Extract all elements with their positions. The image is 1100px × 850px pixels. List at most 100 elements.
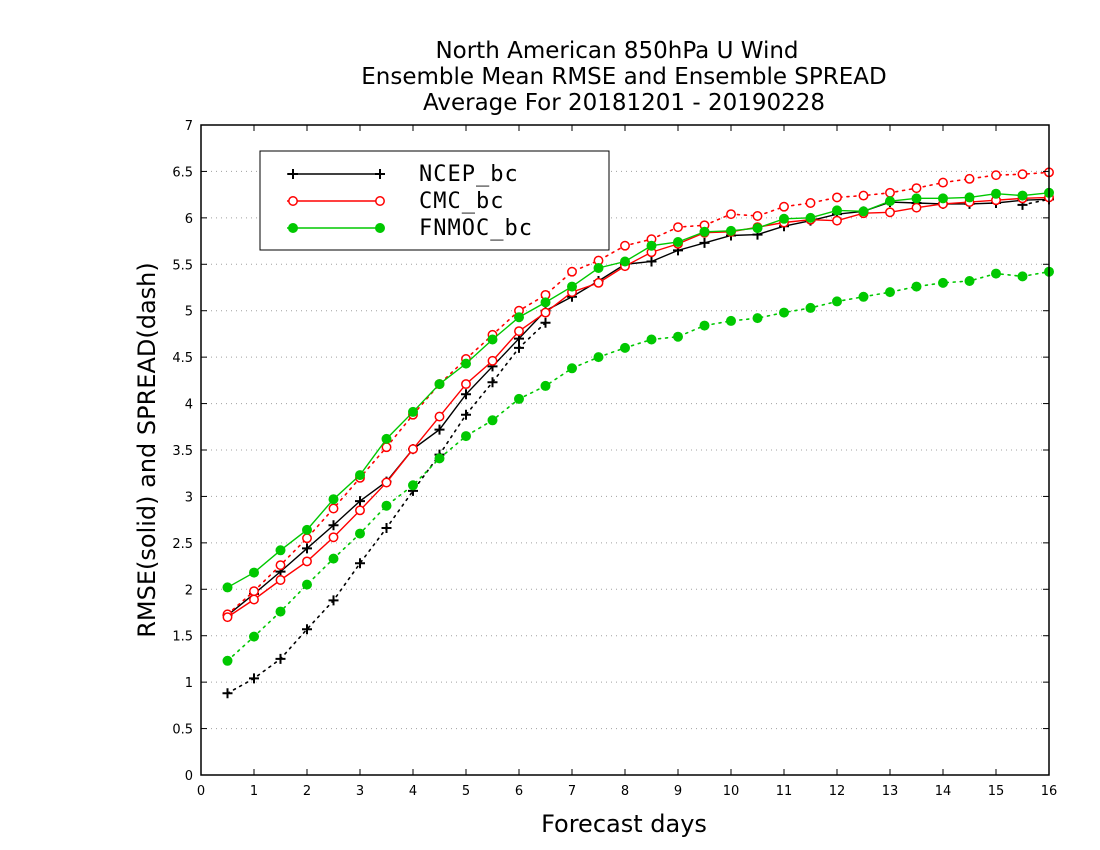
rmse-point <box>726 225 736 236</box>
x-tick-label: 8 <box>621 784 629 799</box>
rmse-point <box>249 567 259 578</box>
rmse-point <box>752 223 763 234</box>
spread-point <box>249 673 259 684</box>
rmse-point <box>275 575 286 585</box>
series-ncep-bc <box>222 194 1054 699</box>
spread-point <box>461 409 471 420</box>
spread-point <box>858 291 869 302</box>
rmse-point <box>593 277 604 288</box>
x-tick-label: 9 <box>674 784 682 799</box>
spread-point <box>805 198 816 208</box>
spread-point <box>885 287 895 298</box>
rmse-point <box>885 196 895 207</box>
spread-point <box>858 190 869 201</box>
spread-point <box>938 277 948 288</box>
spread-point <box>752 211 763 221</box>
spread-point <box>487 415 498 426</box>
y-tick-label: 3 <box>185 490 193 505</box>
rmse-point <box>646 240 657 251</box>
rmse-point <box>964 192 975 203</box>
spread-point <box>673 331 683 342</box>
rmse-point <box>434 411 445 422</box>
spread-point <box>249 586 259 597</box>
spread-point <box>593 352 604 363</box>
x-tick-label: 15 <box>988 784 1005 799</box>
title-line-3: Average For 20181201 - 20190228 <box>423 90 825 116</box>
x-tick-label: 7 <box>568 784 576 799</box>
spread-point <box>620 342 630 353</box>
rmse-point <box>355 505 365 516</box>
spread-point <box>832 296 842 307</box>
rmse-point <box>434 424 445 435</box>
spread-point <box>567 363 577 374</box>
spread-point <box>620 240 630 251</box>
y-tick-label: 5.5 <box>172 258 193 273</box>
spread-point <box>885 187 895 198</box>
x-tick-label: 13 <box>882 784 899 799</box>
y-tick-label: 4 <box>185 398 193 413</box>
rmse-point <box>514 326 524 337</box>
legend-marker <box>288 196 298 206</box>
spread-point <box>646 334 657 345</box>
y-tick-label: 1 <box>185 676 193 691</box>
rmse-point <box>408 444 418 455</box>
rmse-point <box>328 532 339 543</box>
rmse-point <box>832 215 842 226</box>
rmse-point <box>540 307 551 318</box>
spread-point <box>1017 169 1028 180</box>
spread-point <box>964 173 975 184</box>
rmse-point <box>302 524 312 535</box>
rmse-point <box>911 202 922 213</box>
spread-point <box>911 183 922 194</box>
legend-label: FNMOC_bc <box>419 216 533 241</box>
rmse-point <box>858 206 869 217</box>
title-line-1: North American 850hPa U Wind <box>435 38 798 64</box>
spread-point <box>699 320 710 331</box>
rmse-point <box>222 582 233 593</box>
rmse-point <box>461 379 471 390</box>
spread-point <box>355 558 365 569</box>
spread-point <box>779 307 789 318</box>
rmse-point <box>699 237 710 248</box>
rmse-point <box>302 556 312 567</box>
x-tick-label: 4 <box>409 784 417 799</box>
y-tick-label: 0 <box>185 769 193 784</box>
x-tick-label: 16 <box>1041 784 1058 799</box>
legend-marker <box>375 196 385 206</box>
spread-point <box>1017 271 1028 282</box>
spread-point <box>302 579 312 590</box>
spread-point <box>805 302 816 313</box>
y-tick-label: 2 <box>185 583 193 598</box>
rmse-point <box>355 470 365 481</box>
rmse-point <box>779 213 789 224</box>
x-tick-label: 0 <box>197 784 205 799</box>
rmse-point <box>222 612 233 623</box>
grid <box>201 170 1049 730</box>
rmse-point <box>567 281 577 292</box>
spread-line <box>226 270 1050 662</box>
rmse-point <box>646 256 657 267</box>
rmse-point <box>885 207 895 218</box>
plot-area <box>222 167 1054 699</box>
rmse-point <box>487 334 498 345</box>
rmse-line <box>227 196 1050 618</box>
spread-point <box>567 266 577 277</box>
spread-point <box>514 393 524 404</box>
spread-point <box>302 533 312 544</box>
x-tick-label: 10 <box>723 784 740 799</box>
rmse-point <box>832 205 842 216</box>
spread-point <box>779 201 789 212</box>
spread-point <box>964 276 975 286</box>
spread-point <box>938 177 948 188</box>
spread-point <box>434 453 445 464</box>
rmse-point <box>381 433 392 444</box>
y-tick-label: 4.5 <box>172 351 193 366</box>
spread-point <box>408 480 418 491</box>
legend-label: CMC_bc <box>419 189 504 214</box>
x-tick-label: 6 <box>515 784 523 799</box>
x-tick-label: 14 <box>935 784 952 799</box>
legend-marker <box>375 223 385 233</box>
rmse-point <box>487 355 498 366</box>
spread-point <box>381 500 392 511</box>
